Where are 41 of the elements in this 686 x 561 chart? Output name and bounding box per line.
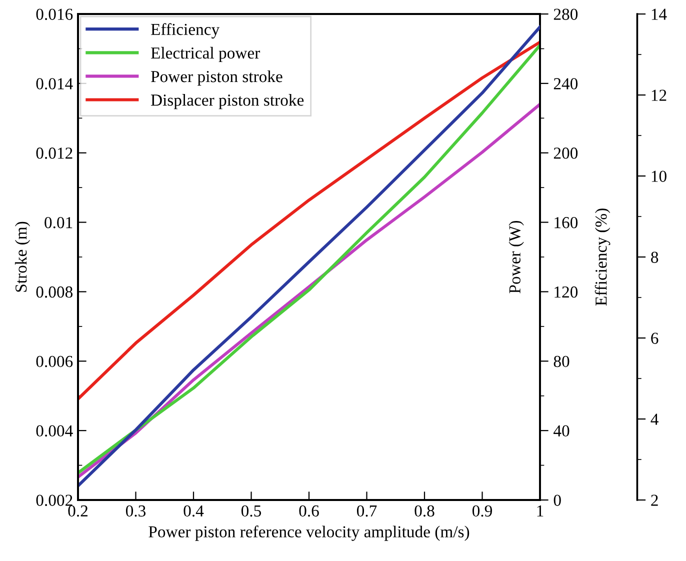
y3-tick-label: 14: [652, 8, 667, 20]
legend-label: Efficiency: [150, 23, 220, 38]
x-axis-title: Power piston reference velocity amplitude (m/s): [148, 526, 470, 541]
line-series: [78, 40, 540, 401]
y-tick-label: 0.004: [36, 425, 73, 437]
x-tick-label: 0.9: [472, 505, 492, 517]
x-tick-label: 0.6: [299, 505, 319, 517]
y-tick-label: 0.006: [36, 356, 73, 368]
y3-tick-label: 12: [652, 90, 666, 101]
y3-axis-title: Efficiency (%): [594, 208, 610, 306]
legend-label: Displacer piston stroke: [150, 94, 304, 110]
y2-tick-label: 0: [554, 494, 561, 506]
x-tick-label: 0.4: [184, 505, 204, 517]
y3-tick-label: 8: [651, 252, 658, 263]
x-tick-label: 0.7: [356, 505, 377, 517]
y2-tick-label: 40: [554, 425, 570, 437]
y2-axis-title: Power (W): [508, 220, 524, 294]
x-tick-label: 0.8: [414, 505, 434, 517]
y2-tick-label: 200: [554, 148, 578, 159]
y-tick-label: 0.014: [36, 78, 73, 90]
y-tick-label: 0.008: [36, 286, 73, 298]
y3-tick-label: 6: [651, 332, 658, 344]
legend-label: Electrical power: [150, 46, 260, 62]
y2-tick-label: 240: [554, 78, 578, 90]
x-tick-label: 1: [537, 505, 544, 516]
y3-tick-label: 10: [652, 170, 666, 182]
y2-tick-label: 120: [554, 286, 578, 298]
y3-tick-label: 2: [651, 494, 658, 506]
y-tick-label: 0.012: [36, 148, 72, 159]
y2-tick-label: 280: [554, 8, 578, 20]
y-tick-label: 0.002: [36, 494, 72, 506]
y-tick-label: 0.01: [44, 216, 72, 228]
y2-tick-label: 80: [554, 356, 570, 368]
legend-label: Power piston stroke: [150, 70, 282, 86]
y-axis-title: Stroke (m): [14, 222, 30, 292]
y2-tick-label: 160: [554, 216, 578, 228]
x-tick-label: 0.3: [126, 505, 146, 517]
x-tick-label: 0.5: [241, 505, 262, 517]
y3-tick-label: 4: [650, 414, 658, 425]
x-tick-label: 0.2: [68, 505, 88, 517]
y-tick-label: 0.016: [36, 8, 73, 20]
